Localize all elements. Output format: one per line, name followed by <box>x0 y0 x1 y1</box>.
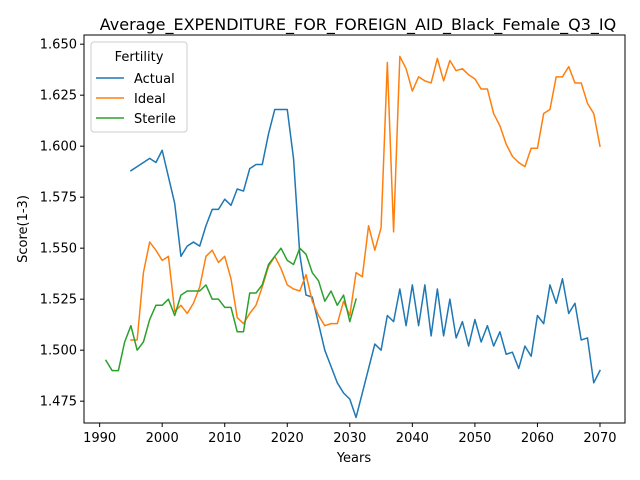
x-tick-label: 2000 <box>146 431 179 446</box>
y-axis-ticks: 1.475 1.500 1.525 1.550 1.575 1.600 1.625 1.650 <box>40 38 84 410</box>
y-tick-label: 1.500 <box>40 344 77 359</box>
legend-box <box>90 41 188 133</box>
chart-title: Average_EXPENDITURE_FOR_FOREIGN_AID_Blac… <box>100 15 616 35</box>
series-line-sterile <box>104 247 357 372</box>
y-tick-label: 1.475 <box>40 395 77 410</box>
x-tick-label: 2070 <box>583 431 616 446</box>
y-tick-label: 1.525 <box>40 293 77 308</box>
x-tick-label: 2040 <box>396 431 429 446</box>
x-axis-label: Years <box>336 451 372 466</box>
x-tick-label: 2030 <box>333 431 366 446</box>
y-tick-label: 1.550 <box>40 242 77 257</box>
x-axis-ticks: 1990 2000 2010 2020 2030 2040 2050 2060 2070 <box>83 423 617 446</box>
legend: Fertility Actual Ideal Sterile <box>90 41 188 133</box>
legend-label-actual: Actual <box>134 72 175 87</box>
x-tick-label: 2020 <box>271 431 304 446</box>
series-layer <box>104 55 601 419</box>
y-tick-label: 1.600 <box>40 140 77 155</box>
legend-label-ideal: Ideal <box>134 92 166 107</box>
y-axis-label: Score(1-3) <box>16 195 31 263</box>
y-tick-label: 1.650 <box>40 38 77 53</box>
y-tick-label: 1.625 <box>40 89 77 104</box>
x-tick-label: 1990 <box>83 431 116 446</box>
legend-title: Fertility <box>115 50 164 65</box>
x-tick-label: 2010 <box>208 431 241 446</box>
x-tick-label: 2060 <box>521 431 554 446</box>
legend-label-sterile: Sterile <box>134 112 176 127</box>
series-line-ideal <box>130 55 601 341</box>
y-tick-label: 1.575 <box>40 191 77 206</box>
x-tick-label: 2050 <box>458 431 491 446</box>
series-line-actual <box>129 108 601 419</box>
legend-entries: Actual Ideal Sterile <box>96 72 176 127</box>
axes-frame <box>83 34 626 424</box>
